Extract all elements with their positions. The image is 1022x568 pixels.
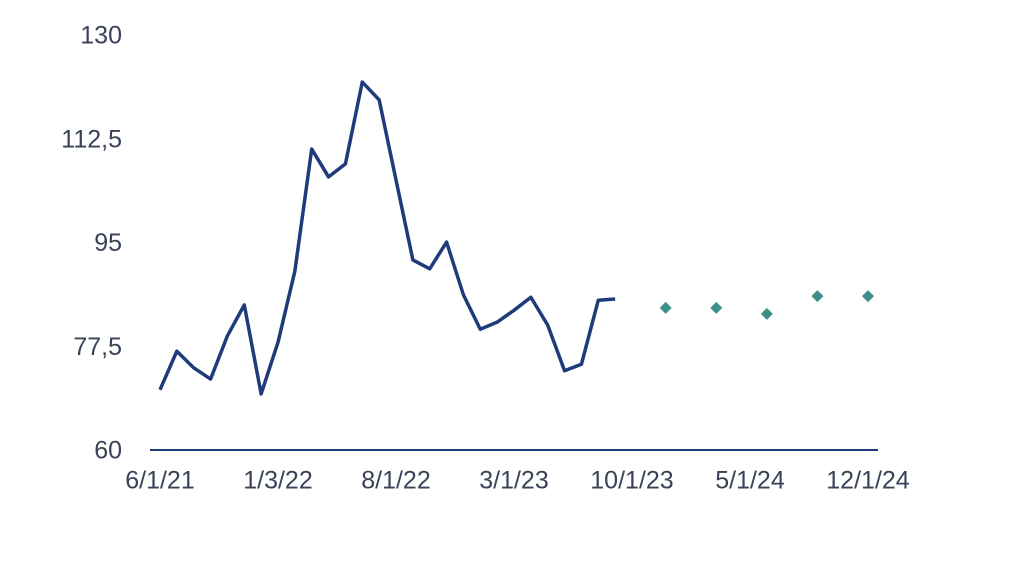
forecast-marker — [659, 301, 672, 314]
x-tick-label: 12/1/24 — [826, 467, 910, 495]
y-tick-label: 130 — [80, 22, 122, 50]
x-tick-label: 10/1/23 — [590, 467, 673, 495]
x-tick-label: 1/3/22 — [243, 467, 313, 495]
x-tick-label: 6/1/21 — [125, 467, 195, 495]
y-tick-label: 60 — [94, 437, 122, 465]
forecast-marker — [710, 301, 723, 314]
forecast-marker — [862, 290, 874, 303]
x-tick-label: 5/1/24 — [715, 467, 785, 495]
y-tick-label: 95 — [94, 229, 122, 257]
data-line — [158, 80, 616, 396]
x-tick-label: 8/1/22 — [361, 467, 431, 495]
forecast-marker — [811, 290, 824, 303]
y-tick-label: 112,5 — [61, 125, 122, 153]
forecast-marker — [760, 307, 773, 320]
x-tick-label: 3/1/23 — [479, 467, 549, 495]
y-tick-label: 77,5 — [73, 333, 122, 361]
